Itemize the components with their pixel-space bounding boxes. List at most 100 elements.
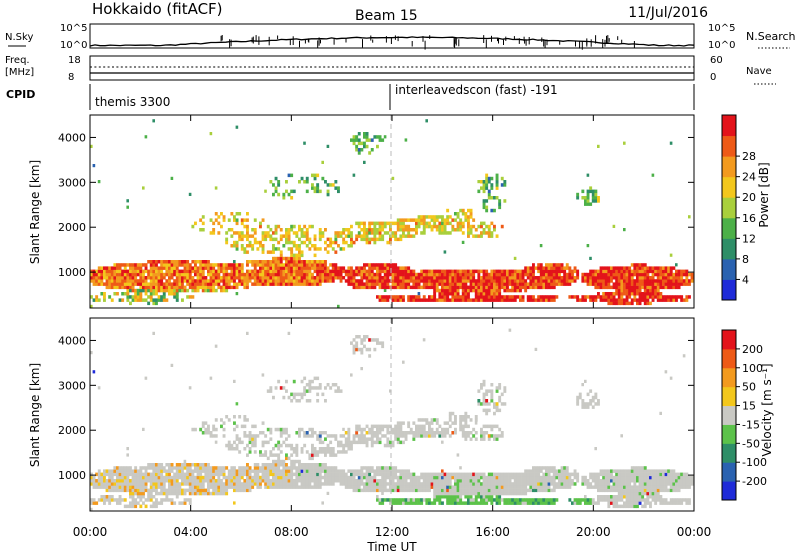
heat-cell <box>485 495 489 499</box>
heat-cell <box>305 244 309 248</box>
heat-cell <box>253 231 257 235</box>
heat-cell <box>220 279 223 283</box>
heat-cell <box>248 482 252 486</box>
heat-cell <box>118 269 122 274</box>
heat-cell <box>347 228 351 232</box>
heat-cell <box>495 495 499 499</box>
heat-cell <box>368 240 372 245</box>
heat-cell <box>318 434 322 438</box>
heat-cell <box>331 469 335 473</box>
heat-cell <box>383 135 387 139</box>
heat-cell <box>290 269 294 274</box>
heat-cell <box>352 437 356 441</box>
heat-cell <box>230 266 234 270</box>
heat-cell <box>454 498 457 502</box>
heat-cell <box>529 269 533 274</box>
heat-cell <box>573 276 577 280</box>
heat-cell <box>92 501 96 505</box>
heat-cell <box>261 231 265 235</box>
heat-cell <box>308 463 312 467</box>
heat-cell <box>451 279 455 283</box>
heat-cell <box>269 250 273 254</box>
heat-cell <box>480 295 483 299</box>
heat-cell <box>602 276 606 280</box>
heat-cell <box>199 218 203 222</box>
heat-cell <box>282 440 286 445</box>
heat-cell <box>482 482 486 486</box>
heat-cell <box>373 282 377 286</box>
heat-cell <box>173 491 177 496</box>
heat-cell <box>337 189 340 194</box>
heat-cell <box>240 272 244 277</box>
sky-count-line <box>89 36 695 47</box>
heat-cell <box>121 472 125 477</box>
heat-cell <box>199 463 203 467</box>
heat-cell <box>261 234 265 238</box>
heat-cell <box>194 469 197 473</box>
heat-cell <box>175 491 179 496</box>
heat-cell <box>165 260 169 264</box>
heat-cell <box>456 453 460 457</box>
heat-cell <box>230 485 234 489</box>
heat-cell <box>157 475 161 480</box>
heat-cell <box>461 288 465 293</box>
heat-cell <box>342 469 346 473</box>
heat-cell <box>92 282 96 286</box>
heat-cell <box>407 472 411 477</box>
heat-cell <box>474 482 478 486</box>
heat-cell <box>370 440 374 445</box>
heat-cell <box>136 491 140 496</box>
heat-cell <box>363 440 366 445</box>
heat-cell <box>498 501 502 505</box>
heat-cell <box>155 285 158 290</box>
heat-cell <box>495 434 499 438</box>
heat-cell <box>672 295 676 299</box>
heat-cell <box>108 472 112 477</box>
heat-cell <box>155 488 158 493</box>
heat-cell <box>261 266 265 270</box>
heat-cell <box>178 282 182 286</box>
heat-cell <box>584 298 587 302</box>
heat-cell <box>321 272 325 277</box>
heat-cell <box>373 272 377 277</box>
heat-cell <box>160 263 164 267</box>
heat-cell <box>441 269 444 274</box>
heat-cell <box>144 475 148 480</box>
heat-cell <box>277 192 281 197</box>
heat-cell <box>329 183 333 187</box>
heat-cell <box>103 501 106 505</box>
heat-cell <box>464 434 468 438</box>
heat-cell <box>415 298 418 302</box>
heat-cell <box>558 469 561 473</box>
heat-cell <box>581 272 585 277</box>
heat-cell <box>516 472 520 477</box>
heat-cell <box>433 298 437 302</box>
heat-cell <box>199 427 203 432</box>
heat-cell <box>630 279 634 283</box>
heat-cell <box>495 386 499 390</box>
heat-cell <box>308 386 312 390</box>
heat-cell <box>586 196 590 200</box>
sky-count-bars <box>220 35 635 50</box>
heat-cell <box>103 276 106 280</box>
heat-cell <box>290 459 294 464</box>
heat-cell <box>155 466 158 470</box>
heat-cell <box>542 298 546 302</box>
heat-cell <box>511 272 515 277</box>
heat-cell <box>571 279 574 283</box>
heat-cell <box>233 282 236 286</box>
heat-cell <box>196 479 200 483</box>
heat-cell <box>152 279 156 283</box>
heat-cell <box>295 256 299 261</box>
heat-cell <box>201 272 205 277</box>
heat-cell <box>454 418 457 422</box>
heat-cell <box>464 218 468 222</box>
heat-cell <box>199 260 203 264</box>
heat-cell <box>360 282 364 286</box>
heat-cell <box>126 295 130 299</box>
heat-cell <box>253 450 257 454</box>
heat-cell <box>178 491 182 496</box>
heat-cell <box>313 263 317 267</box>
heat-cell <box>220 212 223 216</box>
heat-cell <box>477 298 481 302</box>
